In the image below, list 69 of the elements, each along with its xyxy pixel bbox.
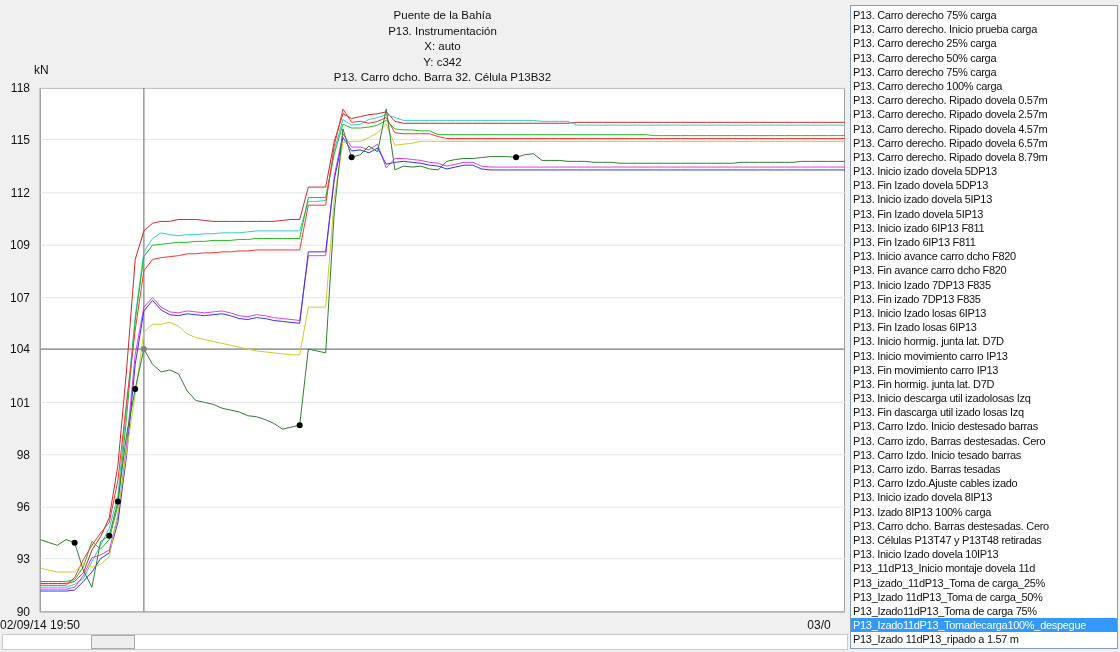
text: P13_izado_11dP13_Toma de carga_25% — [852, 575, 1047, 590]
y-tick-label: 98 — [16, 448, 31, 463]
text: P13. Carro derecho 50% carga — [852, 50, 998, 65]
text: P13. Inicio Izado 7DP13 F835 — [852, 277, 992, 292]
text: P13. Carro derecho. Ripado dovela 8.79m — [852, 149, 1049, 165]
text: P13. Carro derecho. Ripado dovela 4.57m — [852, 121, 1049, 136]
chart-subtitle: P13. Instrumentación X: auto Y: c342 P13. Carro dcho. Barra 32. Célula P13B32 — [333, 23, 552, 85]
text: P13. Inicio izado dovela 5DP13 — [852, 164, 998, 179]
text: P13. Fin izado 7DP13 F835 — [852, 291, 982, 306]
point — [114, 498, 121, 505]
text: P13. Carro derecho. Ripado dovela 0.57m — [852, 93, 1049, 108]
text: P13. Carro izdo. Barras destesadas. Cero — [852, 433, 1047, 448]
text: P13. Células P13T47 y P13T48 retiradas — [852, 532, 1043, 548]
text: P13. Inicio avance carro dcho F820 — [852, 249, 1017, 264]
text: P13. Carro derecho. Ripado dovela 2.57m — [852, 107, 1049, 122]
text: P13. Carro derecho 75% carga — [852, 8, 998, 23]
y-tick-label: 118 — [10, 81, 31, 96]
point — [140, 346, 147, 353]
text: P13. Fin Izado losas 6IP13 — [852, 320, 978, 335]
text: P13. Carro Izdo. Inicio destesado barras — [852, 419, 1039, 434]
point — [132, 386, 139, 393]
text: P13. Carro izdo. Barras tesadas — [852, 462, 1002, 477]
y-tick-label: 90 — [16, 605, 31, 620]
text: P13. Fin movimiento carro IP13 — [852, 362, 1000, 377]
y-tick-label: 115 — [10, 132, 31, 147]
y-tick-label: 96 — [16, 500, 31, 515]
text: P13. Inicio movimiento carro IP13 — [852, 348, 1009, 363]
text: P13_11dP13_Inicio montaje dovela 11d — [852, 561, 1037, 576]
y-axis-title: kN — [34, 63, 49, 77]
text: P13. Fin Izado 6IP13 F811 — [852, 235, 977, 250]
text: P13. Fin avance carro dcho F820 — [852, 263, 1008, 278]
y-tick-label: 104 — [9, 342, 31, 357]
x-tick-label: 02/09/14 19:50 — [0, 617, 81, 632]
text: P13. Inicio hormig. junta lat. D7D — [852, 334, 1005, 349]
text: P13. Carro Izdo.Ajuste cables izado — [852, 476, 1019, 491]
text: P13. Carro dcho. Barras destesadas. Cero — [852, 518, 1050, 533]
text: P13. Carro derecho. Ripado dovela 6.57m — [852, 135, 1049, 150]
text: P13. Inicio izado 6IP13 F811 — [852, 220, 986, 235]
text: P13. Fin Izado dovela 5DP13 — [852, 178, 989, 193]
text: P13. Fin dascarga util izado losas Izq — [852, 405, 1025, 420]
text: P13. Inicio izado dovela 8IP13 — [852, 490, 993, 505]
y-tick-label: 101 — [9, 395, 31, 410]
text: P13. Inicio izado dovela 5IP13 — [852, 192, 993, 207]
text: P13_Izado11dP13_Toma de carga 75% — [852, 603, 1038, 619]
text: P13_Izado 11dP13_Toma de carga_50% — [852, 589, 1044, 604]
point — [71, 539, 78, 546]
text: P13. Inicio Izado losas 6IP13 — [852, 305, 988, 321]
text: P13. Izado 8IP13 100% carga — [852, 504, 993, 519]
text: P13. Carro derecho 100% carga — [852, 78, 1004, 94]
text: P13. Fin Izado dovela 5IP13 — [852, 206, 985, 221]
text: P13. Carro derecho 75% carga — [852, 64, 998, 79]
text: P13. Inicio descarga util izadolosas Izq — [852, 391, 1032, 406]
point — [296, 422, 303, 429]
y-tick-label: 112 — [10, 186, 31, 201]
chart-title: Puente de la Bahía — [393, 8, 492, 23]
y-tick-label: 93 — [16, 551, 31, 566]
text: P13_Izado 11dP13_ripado a 1.57 m — [852, 632, 1020, 647]
text: P13. Inicio Izado dovela 10IP13 — [852, 547, 1000, 562]
y-tick-label: 107 — [9, 290, 31, 305]
y-tick-label: 109 — [9, 238, 31, 253]
x-tick-label: 03/0 — [807, 617, 832, 632]
text: P13. Carro derecho 25% carga — [852, 36, 998, 51]
text: P13. Fin hormig. junta lat. D7D — [852, 376, 996, 392]
point — [513, 154, 520, 161]
text: P13_Izado11dP13_Tomadecarga100%_despegue — [851, 618, 1117, 633]
point — [348, 154, 355, 161]
text: P13. Carro Izdo. Inicio tesado barras — [852, 447, 1023, 462]
point — [106, 532, 113, 539]
text: P13. Carro derecho. Inicio prueba carga — [852, 22, 1039, 37]
